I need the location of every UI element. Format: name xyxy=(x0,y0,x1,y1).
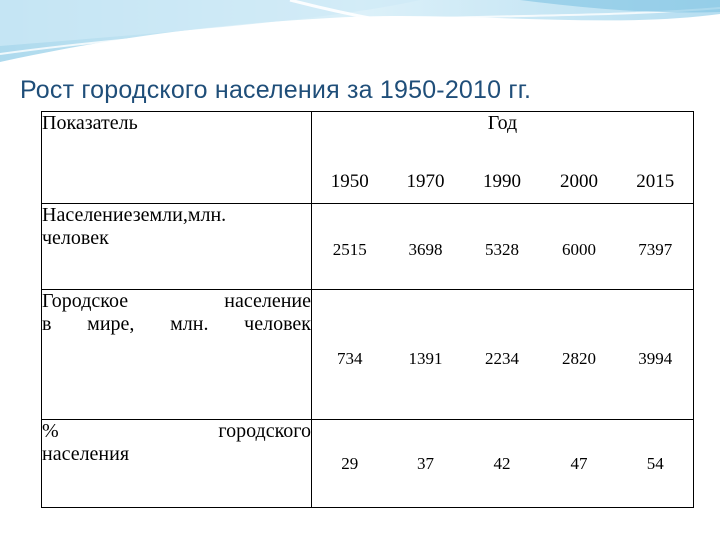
row-label-line: % городского xyxy=(42,420,311,443)
label-header: Показатель xyxy=(42,112,138,134)
row-label-word: городского xyxy=(218,420,311,442)
row-label-line: Городское население xyxy=(42,290,311,312)
header-wave-decoration xyxy=(0,0,720,62)
row-label-line: населения xyxy=(42,443,130,465)
value-cell: 47 xyxy=(540,419,618,508)
row-label-percent-sign: % xyxy=(42,420,59,442)
year-1970: 1970 xyxy=(387,161,464,204)
row-label-line: Населениеземли,млн. xyxy=(42,204,227,226)
population-table: Показатель Год 1950 1970 1990 2000 2015 … xyxy=(41,111,695,508)
value-cell: 3994 xyxy=(617,289,695,420)
row-label-urban-population: Городское население в мире, млн. человек xyxy=(41,289,312,420)
value-cell: 54 xyxy=(617,419,695,508)
year-2015: 2015 xyxy=(617,161,695,204)
row-label-line: в мире, млн. человек xyxy=(42,313,311,335)
value-cell: 7397 xyxy=(617,203,695,290)
value-cell: 2515 xyxy=(311,203,388,290)
value-cell: 6000 xyxy=(540,203,618,290)
row-label-urban-percent: % городского населения xyxy=(41,419,312,508)
year-header: Год xyxy=(310,111,695,162)
value-cell: 3698 xyxy=(387,203,464,290)
value-cell: 1391 xyxy=(387,289,464,420)
value-cell: 5328 xyxy=(463,203,541,290)
value-cell: 29 xyxy=(311,419,388,508)
value-cell: 2820 xyxy=(540,289,618,420)
year-1950: 1950 xyxy=(311,161,388,204)
table-row: Городское население в мире, млн. человек… xyxy=(41,289,695,420)
slide-title: Рост городского населения за 1950-2010 г… xyxy=(20,76,532,104)
year-1990: 1990 xyxy=(463,161,541,204)
label-header-spacer xyxy=(41,161,312,204)
value-cell: 734 xyxy=(311,289,388,420)
row-label-earth-population: Населениеземли,млн. человек xyxy=(41,203,312,290)
value-cell: 2234 xyxy=(463,289,541,420)
table-row: % городского населения 29 37 42 47 54 xyxy=(41,419,695,508)
value-cell: 42 xyxy=(463,419,541,508)
label-header-cell: Показатель xyxy=(41,111,312,162)
row-label-line: человек xyxy=(42,227,109,249)
value-cell: 37 xyxy=(387,419,464,508)
year-2000: 2000 xyxy=(540,161,618,204)
table-row: Населениеземли,млн. человек 2515 3698 53… xyxy=(41,203,695,290)
